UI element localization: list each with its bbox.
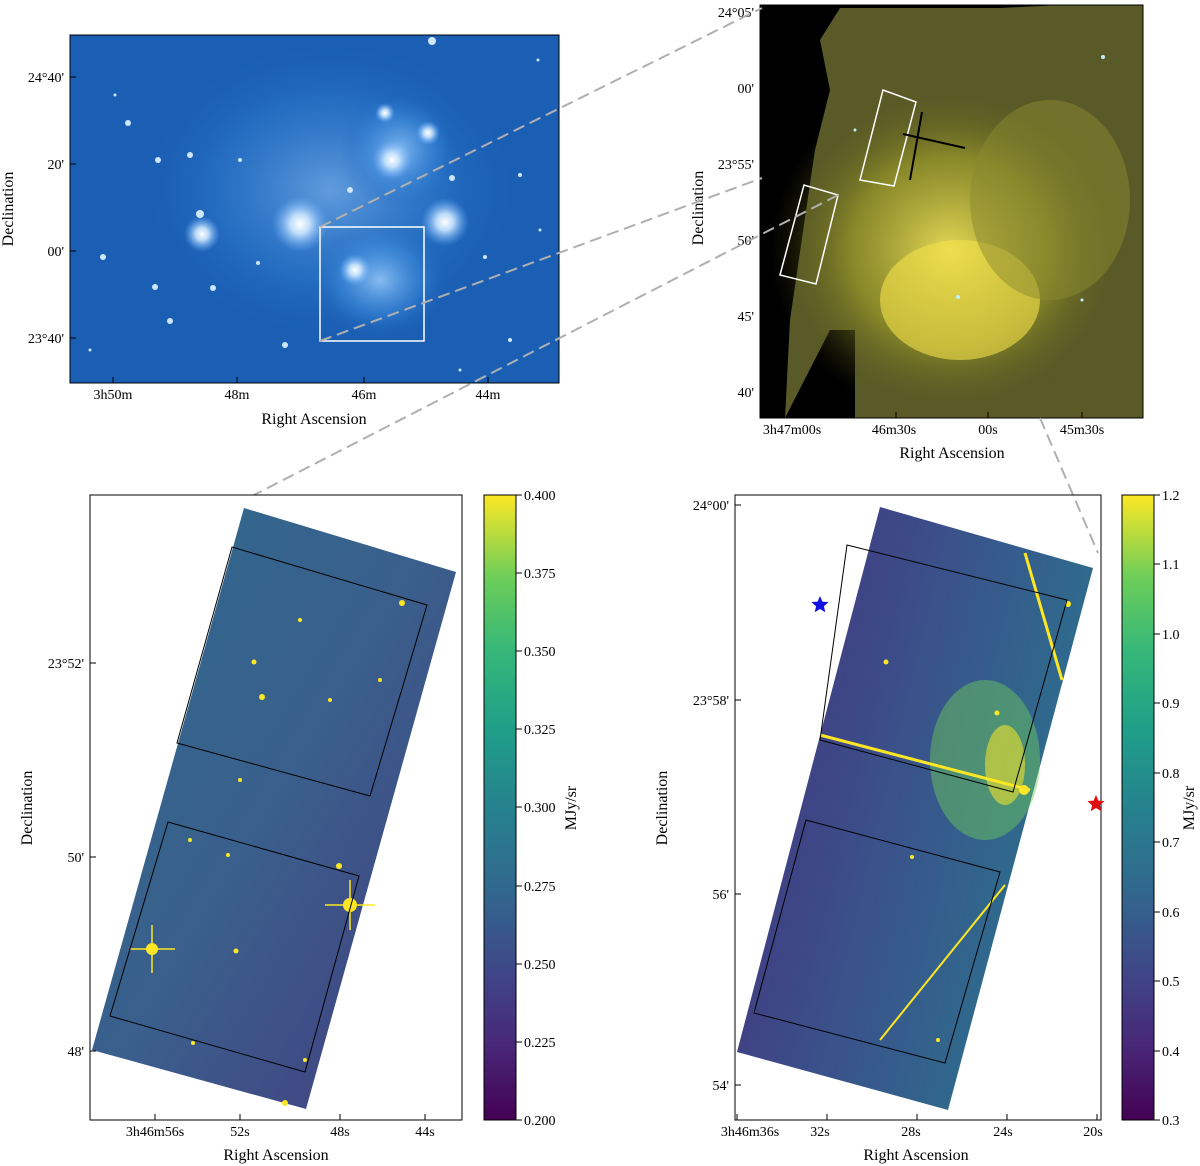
tr-ytick-5: 40' xyxy=(737,386,754,401)
bl-xtick-2: 48s xyxy=(330,1125,349,1140)
br-image xyxy=(737,507,1093,1110)
tl-ytick-3: 23°40' xyxy=(28,332,64,347)
br-cbar-tick-8: 0.4 xyxy=(1162,1045,1180,1060)
br-cbar-label: MJy/sr xyxy=(1181,785,1198,830)
tr-ytick-1: 00' xyxy=(737,82,754,97)
br-cbar-tick-1: 1.1 xyxy=(1162,558,1180,573)
tl-xtick-3: 44m xyxy=(476,388,501,403)
bl-cbar-tick-5: 0.275 xyxy=(524,880,556,895)
tl-ytick-1: 20' xyxy=(47,158,64,173)
panel-bottom-left: 3h46m56s 52s 48s 44s 23°52' 50' 48' Righ… xyxy=(19,489,580,1164)
bl-cbar-label: MJy/sr xyxy=(563,785,580,830)
bl-footprint-bottom xyxy=(109,821,360,1073)
pleiades-image xyxy=(70,35,559,383)
nebula-image xyxy=(760,5,1143,418)
br-cbar-tick-2: 1.0 xyxy=(1162,628,1180,643)
br-cbar-tick-3: 0.9 xyxy=(1162,697,1180,712)
tr-ytick-2: 23°55' xyxy=(718,158,754,173)
tr-xtick-2: 00s xyxy=(978,423,997,438)
br-cbar-tick-7: 0.5 xyxy=(1162,975,1180,990)
br-ytick-2: 56' xyxy=(712,888,729,903)
br-cbar-tick-9: 0.3 xyxy=(1162,1114,1180,1129)
bl-cbar-tick-0: 0.400 xyxy=(524,489,556,504)
br-ytick-3: 54' xyxy=(712,1079,729,1094)
bl-cbar-tick-8: 0.200 xyxy=(524,1114,556,1129)
br-footprint-top xyxy=(819,544,1068,793)
tr-xtick-3: 45m30s xyxy=(1060,423,1104,438)
bl-image xyxy=(92,508,456,1109)
br-ytick-0: 24°00' xyxy=(693,499,729,514)
br-xtick-4: 20s xyxy=(1083,1125,1102,1140)
bl-cbar-tick-7: 0.225 xyxy=(524,1036,556,1051)
bl-xtick-1: 52s xyxy=(230,1125,249,1140)
br-footprint-bottom xyxy=(753,819,1001,1064)
tr-xlabel: Right Ascension xyxy=(899,445,1004,462)
br-cbar-tick-4: 0.8 xyxy=(1162,767,1180,782)
br-xlabel: Right Ascension xyxy=(863,1147,968,1164)
panel-bottom-right: 3h46m36s 32s 28s 24s 20s 24°00' 23°58' 5… xyxy=(654,489,1198,1164)
bl-ytick-0: 23°52' xyxy=(48,657,84,672)
bl-xlabel: Right Ascension xyxy=(223,1147,328,1164)
bl-cbar-tick-3: 0.325 xyxy=(524,723,556,738)
bl-cbar-tick-1: 0.375 xyxy=(524,567,556,582)
tr-ylabel: Declination xyxy=(690,171,707,246)
tr-xtick-1: 46m30s xyxy=(872,423,916,438)
tl-ylabel: Declination xyxy=(0,172,17,247)
tl-ytick-2: 00' xyxy=(47,245,64,260)
br-cbar-tick-5: 0.7 xyxy=(1162,836,1180,851)
bl-colorbar: 0.400 0.375 0.350 0.325 0.300 0.275 0.25… xyxy=(483,489,580,1129)
bl-ticks xyxy=(90,662,426,1120)
red-star-marker xyxy=(1087,795,1105,812)
br-cbar-tick-6: 0.6 xyxy=(1162,906,1180,921)
bl-footprint-top xyxy=(176,546,428,797)
tl-xtick-2: 46m xyxy=(352,388,377,403)
br-ticks xyxy=(735,504,1098,1120)
br-ytick-1: 23°58' xyxy=(693,694,729,709)
br-cbar-tick-0: 1.2 xyxy=(1162,489,1180,504)
tr-ticks xyxy=(760,11,1083,418)
bl-cbar-tick-4: 0.300 xyxy=(524,801,556,816)
tr-xtick-0: 3h47m00s xyxy=(763,423,821,438)
br-xtick-2: 28s xyxy=(901,1125,920,1140)
tl-xtick-0: 3h50m xyxy=(94,388,133,403)
bl-cbar-tick-6: 0.250 xyxy=(524,958,556,973)
br-streaks xyxy=(819,552,1064,1041)
br-ylabel: Declination xyxy=(654,771,671,846)
bl-cbar-tick-2: 0.350 xyxy=(524,645,556,660)
br-xtick-3: 24s xyxy=(993,1125,1012,1140)
bl-xtick-0: 3h46m56s xyxy=(126,1125,184,1140)
zoom-connectors xyxy=(253,7,1099,554)
bl-diffraction-spikes xyxy=(130,880,375,973)
tl-xtick-1: 48m xyxy=(225,388,250,403)
bl-ylabel: Declination xyxy=(19,771,36,846)
panel-top-right: 3h47m00s 46m30s 00s 45m30s 24°05' 00' 23… xyxy=(690,4,1144,462)
tr-ytick-4: 45' xyxy=(737,310,754,325)
panel-top-left: 3h50m 48m 46m 44m 24°40' 20' 00' 23°40' … xyxy=(0,34,560,428)
tr-ytick-0: 24°05' xyxy=(718,6,754,21)
tl-xlabel: Right Ascension xyxy=(261,411,366,428)
blue-star-marker xyxy=(811,596,829,613)
bl-xtick-3: 44s xyxy=(415,1125,434,1140)
br-xtick-1: 32s xyxy=(810,1125,829,1140)
bl-ytick-2: 48' xyxy=(67,1045,84,1060)
tr-ytick-3: 50' xyxy=(737,234,754,249)
br-xtick-0: 3h46m36s xyxy=(721,1125,779,1140)
br-colorbar: 1.2 1.1 1.0 0.9 0.8 0.7 0.6 0.5 0.4 0.3 … xyxy=(1121,489,1198,1129)
tl-ticks xyxy=(70,76,489,383)
bl-ytick-1: 50' xyxy=(67,851,84,866)
tl-ytick-0: 24°40' xyxy=(28,71,64,86)
